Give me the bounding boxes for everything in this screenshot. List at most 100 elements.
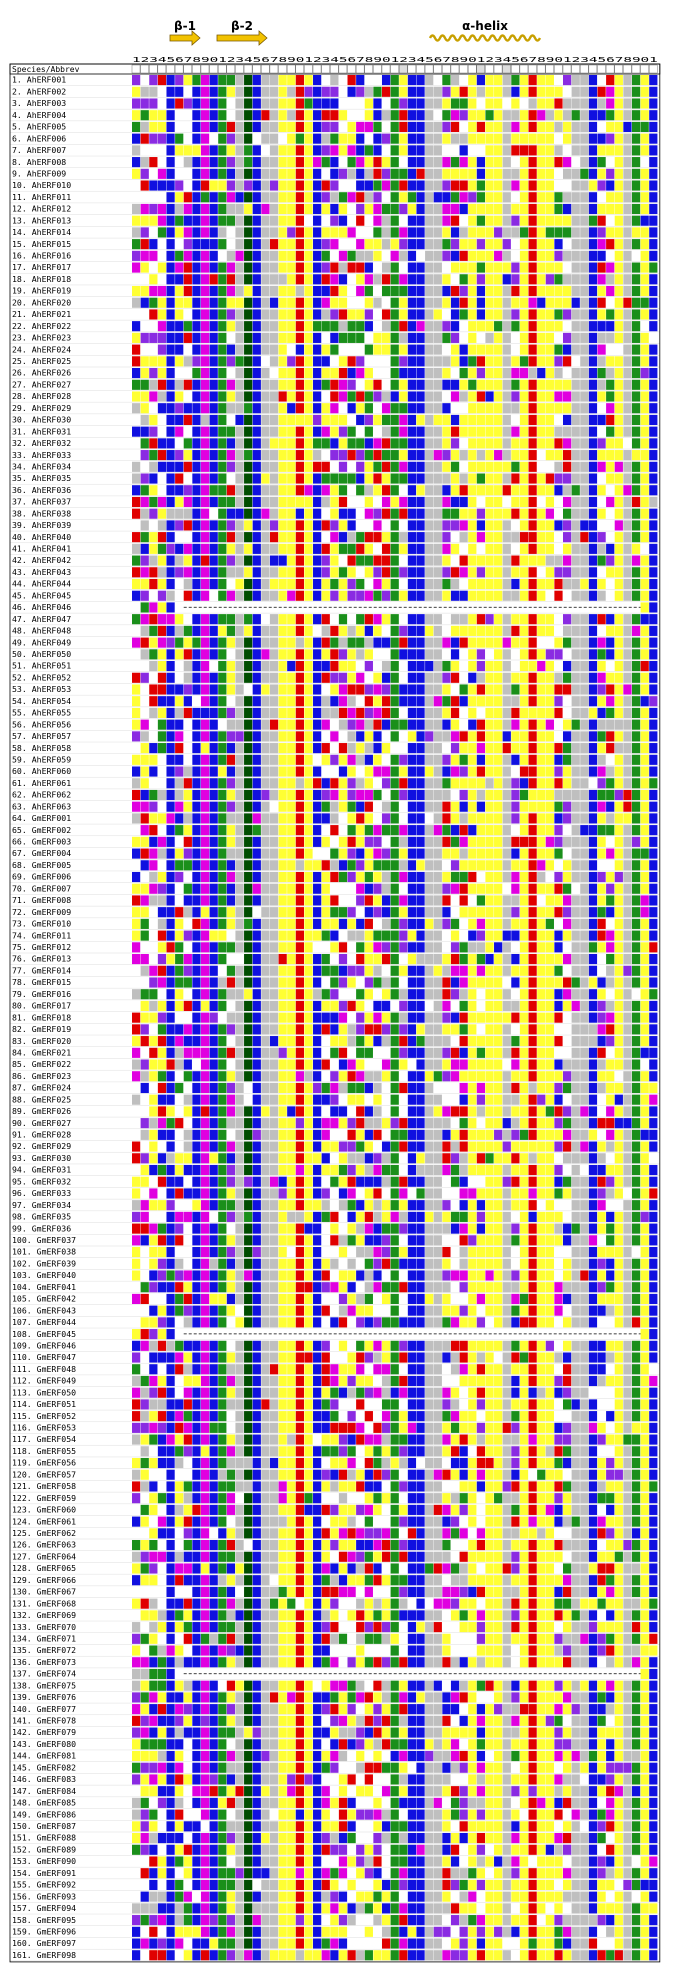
residue-cell [649, 286, 657, 296]
residue-cell [365, 427, 373, 437]
residue-cell [330, 509, 338, 519]
residue-cell [537, 884, 545, 894]
residue-cell [632, 509, 640, 519]
residue-cell [563, 872, 571, 882]
residue-cell [184, 696, 192, 706]
residue-cell [330, 837, 338, 847]
residue-cell [192, 415, 200, 425]
residue-cell [416, 684, 424, 694]
residue-cell [166, 122, 174, 132]
residue-cell [537, 684, 545, 694]
residue-cell [244, 368, 252, 378]
residue-cell [623, 485, 631, 495]
residue-cell [537, 708, 545, 718]
residue-cell [227, 708, 235, 718]
residue-cell [434, 860, 442, 870]
residue-cell [339, 731, 347, 741]
residue-cell [554, 860, 562, 870]
residue-cell [166, 204, 174, 214]
residue-cell [563, 274, 571, 284]
residue-cell [503, 75, 511, 85]
residue-cell [227, 673, 235, 683]
residue-cell [373, 415, 381, 425]
residue-cell [149, 790, 157, 800]
residue-cell [641, 684, 649, 694]
residue-cell [279, 837, 287, 847]
residue-cell [175, 122, 183, 132]
residue-cell [416, 251, 424, 261]
residue-cell [382, 509, 390, 519]
residue-cell [132, 649, 140, 659]
residue-cell [304, 626, 312, 636]
residue-cell [192, 684, 200, 694]
residue-cell [210, 825, 218, 835]
residue-cell [158, 907, 166, 917]
residue-cell [132, 87, 140, 97]
residue-cell [649, 860, 657, 870]
residue-cell [356, 708, 364, 718]
residue-cell [261, 919, 269, 929]
residue-cell [572, 274, 580, 284]
header-cell [451, 65, 459, 73]
residue-cell [373, 438, 381, 448]
residue-cell [580, 227, 588, 237]
residue-cell [149, 309, 157, 319]
residue-cell [175, 720, 183, 730]
residue-cell [244, 731, 252, 741]
residue-cell [365, 966, 373, 976]
residue-cell [503, 684, 511, 694]
residue-cell [468, 122, 476, 132]
residue-cell [227, 345, 235, 355]
residue-cell [270, 204, 278, 214]
residue-cell [330, 825, 338, 835]
residue-cell [339, 954, 347, 964]
residue-cell [339, 216, 347, 226]
residue-cell [434, 145, 442, 155]
residue-cell [468, 977, 476, 987]
residue-cell [503, 673, 511, 683]
residue-cell [175, 673, 183, 683]
residue-cell [184, 298, 192, 308]
residue-cell [218, 626, 226, 636]
residue-cell [546, 942, 554, 952]
residue-cell [158, 766, 166, 776]
residue-cell [416, 438, 424, 448]
residue-cell [304, 122, 312, 132]
residue-cell [537, 157, 545, 167]
residue-cell [210, 661, 218, 671]
residue-cell [511, 884, 519, 894]
residue-cell [218, 321, 226, 331]
residue-cell [529, 180, 537, 190]
residue-cell [322, 931, 330, 941]
residue-cell [287, 180, 295, 190]
residue-cell [451, 673, 459, 683]
residue-cell [520, 485, 528, 495]
residue-cell [434, 509, 442, 519]
residue-cell [279, 731, 287, 741]
residue-cell [451, 309, 459, 319]
residue-cell [141, 204, 149, 214]
residue-cell [149, 415, 157, 425]
residue-cell [563, 239, 571, 249]
residue-cell [434, 884, 442, 894]
residue-cell [597, 286, 605, 296]
residue-cell [451, 110, 459, 120]
residue-cell [149, 966, 157, 976]
residue-cell [468, 778, 476, 788]
residue-cell [451, 649, 459, 659]
residue-cell [373, 872, 381, 882]
residue-cell [546, 931, 554, 941]
residue-cell [330, 649, 338, 659]
residue-cell [537, 75, 545, 85]
residue-cell [365, 263, 373, 273]
residue-cell [287, 110, 295, 120]
residue-cell [572, 509, 580, 519]
residue-cell [520, 872, 528, 882]
residue-cell [546, 298, 554, 308]
residue-cell [365, 684, 373, 694]
residue-cell [382, 427, 390, 437]
residue-cell [554, 766, 562, 776]
residue-cell [615, 825, 623, 835]
residue-cell [554, 907, 562, 917]
residue-cell [304, 274, 312, 284]
